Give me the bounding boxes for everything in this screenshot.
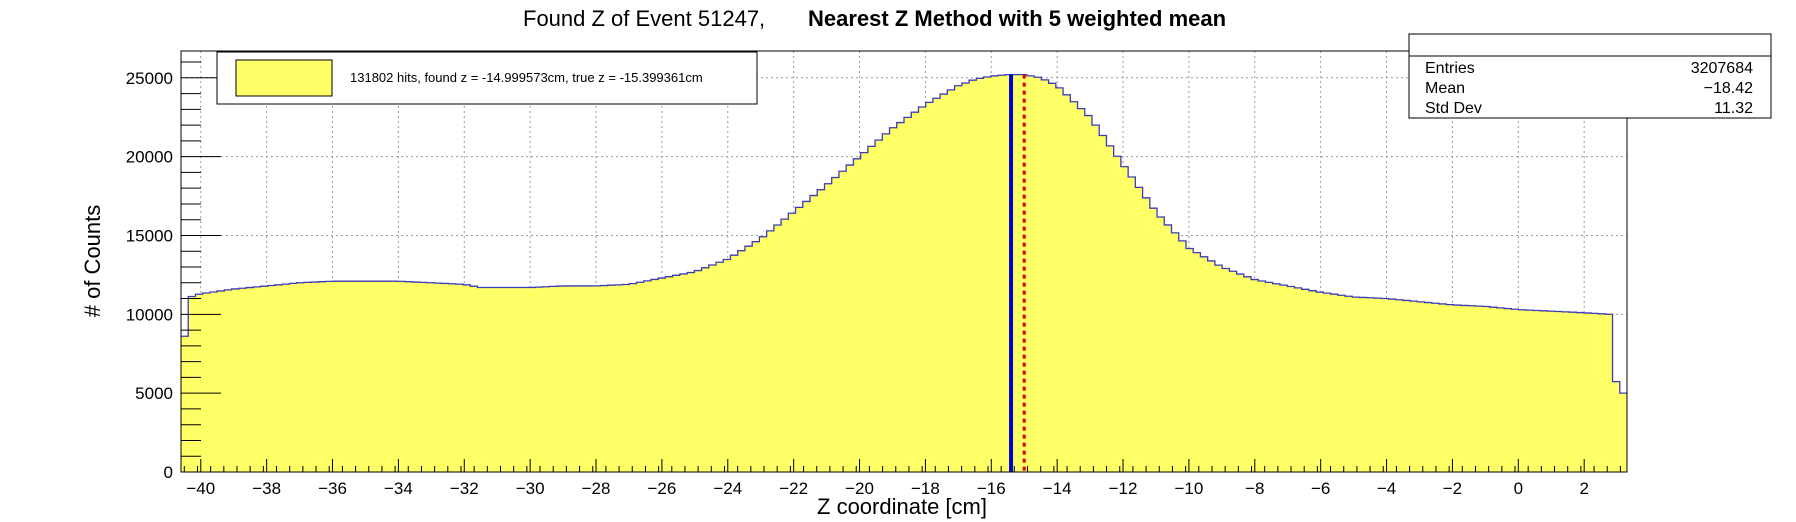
x-tick-label: −38 [252,479,281,498]
stats-stddev-label: Std Dev [1425,100,1482,117]
x-tick-label: −16 [977,479,1006,498]
stats-entries-label: Entries [1425,60,1475,77]
y-tick-label: 15000 [126,226,173,245]
x-tick-label: −8 [1245,479,1264,498]
x-tick-label: −32 [450,479,479,498]
legend: 131802 hits, found z = -14.999573cm, tru… [216,51,758,105]
x-tick-label: −6 [1311,479,1330,498]
x-tick-label: −30 [516,479,545,498]
z-markers [1009,74,1026,472]
y-tick-label: 20000 [126,148,173,167]
legend-entry: 131802 hits, found z = -14.999573cm, tru… [350,70,703,85]
stats-box: Entries 3207684 Mean −18.42 Std Dev 11.3… [1408,33,1772,119]
x-tick-label: −4 [1377,479,1396,498]
y-axis-label: # of Counts [80,205,105,318]
stats-mean-value: −18.42 [1704,80,1753,97]
y-tick-label: 0 [164,463,173,482]
stats-entries-value: 3207684 [1691,60,1753,77]
x-axis-label: Z coordinate [cm] [817,494,987,519]
chart-title-prefix: Found Z of Event 51247, [523,6,765,31]
histogram-fill [181,74,1627,473]
x-tick-label: −22 [779,479,808,498]
x-tick-label: −36 [318,479,347,498]
plot-frame [180,50,1628,473]
x-tick-label: −20 [845,479,874,498]
x-tick-label: −10 [1174,479,1203,498]
y-tick-label: 5000 [135,384,173,403]
chart-title-bold: Nearest Z Method with 5 weighted mean [808,6,1226,31]
axes: −40 −38 −36 −34 −32 −30 −28 −26 −24 −22 −20 −18 −16−… [126,50,1628,498]
stats-box-frame [1408,33,1772,119]
x-tick-label: −26 [647,479,676,498]
legend-swatch [235,59,333,97]
x-tick-label: −18 [911,479,940,498]
stats-stddev-value: 11.32 [1714,100,1753,117]
x-tick-label: −2 [1443,479,1462,498]
histogram-outline [181,74,1627,394]
y-tick-label: 10000 [126,305,173,324]
x-tick-label: −14 [1043,479,1072,498]
x-tick-label: −28 [582,479,611,498]
x-tick-label: 0 [1514,479,1523,498]
x-tick-label: −34 [384,479,413,498]
x-tick-label: −40 [186,479,215,498]
stats-mean-label: Mean [1425,80,1465,97]
x-tick-label: 2 [1579,479,1588,498]
x-tick-label: −12 [1109,479,1138,498]
y-tick-label: 25000 [126,69,173,88]
x-tick-label: −24 [713,479,742,498]
